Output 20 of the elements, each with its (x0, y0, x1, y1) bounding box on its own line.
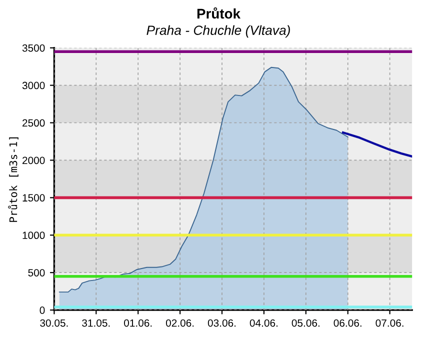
x-tick-label: 31.05. (82, 319, 110, 327)
x-tick-label: 03.06. (208, 319, 236, 327)
y-axis-title: Průtok [m3s-1] (8, 137, 18, 222)
x-tick-label: 06.06. (334, 319, 362, 327)
y-tick-label: 2500 (22, 119, 45, 127)
y-tick-label: 3500 (22, 44, 45, 52)
y-tick-label: 1500 (22, 194, 45, 202)
x-tick-label: 07.06. (376, 319, 404, 327)
x-tick-label: 05.06. (292, 319, 320, 327)
x-tick-label: 01.06. (124, 319, 152, 327)
y-tick-label: 1000 (22, 232, 45, 240)
y-tick-label: 0 (40, 306, 45, 314)
chart-title: Průtok (197, 7, 241, 19)
x-tick-label: 02.06. (166, 319, 194, 327)
y-tick-label: 3000 (22, 82, 45, 90)
x-tick-label: 04.06. (250, 319, 278, 327)
x-tick-label: 30.05. (40, 319, 68, 327)
chart-subtitle: Praha - Chuchle (Vltava) (146, 25, 290, 38)
y-tick-label: 500 (28, 269, 45, 276)
y-tick-label: 2000 (22, 156, 45, 164)
